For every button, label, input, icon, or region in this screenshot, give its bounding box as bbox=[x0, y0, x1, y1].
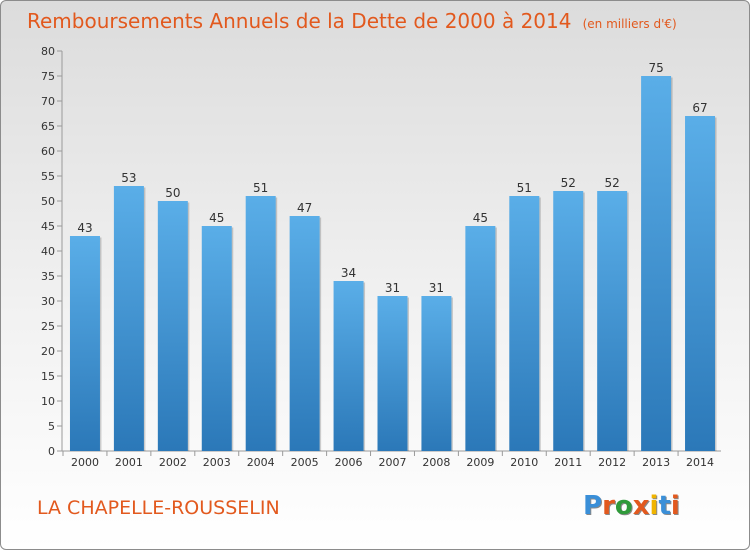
bar-value-label: 43 bbox=[77, 221, 92, 235]
chart-title-unit: (en milliers d'€) bbox=[582, 17, 677, 31]
bar-value-label: 52 bbox=[605, 176, 620, 190]
bar-value-label: 51 bbox=[517, 181, 532, 195]
x-tick-label: 2010 bbox=[510, 456, 538, 469]
x-tick-label: 2001 bbox=[115, 456, 143, 469]
y-tick-label: 0 bbox=[48, 445, 55, 458]
bar-value-label: 75 bbox=[648, 61, 663, 75]
bar-value-label: 45 bbox=[473, 211, 488, 225]
x-tick-label: 2011 bbox=[554, 456, 582, 469]
bar-value-label: 67 bbox=[692, 101, 707, 115]
y-tick-label: 5 bbox=[48, 420, 55, 433]
y-tick-label: 10 bbox=[41, 395, 55, 408]
bar bbox=[553, 191, 584, 451]
x-tick-label: 2009 bbox=[466, 456, 494, 469]
x-tick-label: 2007 bbox=[379, 456, 407, 469]
y-tick-label: 40 bbox=[41, 245, 55, 258]
logo-letter: P bbox=[583, 491, 603, 521]
logo-letter: i bbox=[649, 491, 659, 521]
chart-title-main: Remboursements Annuels de la Dette de 20… bbox=[27, 9, 572, 33]
y-tick-label: 65 bbox=[41, 120, 55, 133]
bar bbox=[69, 236, 100, 451]
y-tick-label: 60 bbox=[41, 145, 55, 158]
bars bbox=[69, 76, 717, 451]
chart-title: Remboursements Annuels de la Dette de 20… bbox=[27, 9, 677, 33]
bar-value-label: 52 bbox=[561, 176, 576, 190]
bar-value-label: 45 bbox=[209, 211, 224, 225]
x-tick-label: 2004 bbox=[247, 456, 275, 469]
x-tick-label: 2014 bbox=[686, 456, 714, 469]
bar-value-label: 53 bbox=[121, 171, 136, 185]
x-tick-label: 2012 bbox=[598, 456, 626, 469]
x-tick-label: 2005 bbox=[291, 456, 319, 469]
y-tick-label: 50 bbox=[41, 195, 55, 208]
bar bbox=[421, 296, 452, 451]
y-tick-label: 45 bbox=[41, 220, 55, 233]
logo-letter: r bbox=[602, 491, 615, 521]
proxiti-logo: Proxiti bbox=[583, 491, 680, 521]
bar bbox=[201, 226, 232, 451]
logo-letter: t bbox=[658, 491, 671, 521]
bar-value-label: 34 bbox=[341, 266, 356, 280]
y-axis: 0 5 10 15 20 25 30 35 40 45 50 55 60 65 70 75 80 bbox=[41, 45, 63, 458]
commune-name: LA CHAPELLE-ROUSSELIN bbox=[37, 497, 280, 519]
y-tick-label: 25 bbox=[41, 320, 55, 333]
x-tick-label: 2000 bbox=[71, 456, 99, 469]
bar-value-label: 50 bbox=[165, 186, 180, 200]
y-tick-label: 70 bbox=[41, 95, 55, 108]
x-tick-label: 2008 bbox=[422, 456, 450, 469]
logo-letter: o bbox=[614, 491, 633, 521]
x-axis: 2000 2001 2002 2003 2004 2005 2006 2007 2008 2009… bbox=[62, 450, 721, 469]
x-tick-label: 2002 bbox=[159, 456, 187, 469]
y-tick-label: 35 bbox=[41, 270, 55, 283]
y-tick-label: 80 bbox=[41, 45, 55, 58]
bar-value-label: 31 bbox=[385, 281, 400, 295]
x-tick-label: 2003 bbox=[203, 456, 231, 469]
bar bbox=[157, 201, 188, 451]
x-tick-label: 2006 bbox=[335, 456, 363, 469]
bar bbox=[509, 196, 540, 451]
y-tick-label: 20 bbox=[41, 345, 55, 358]
bar bbox=[685, 116, 716, 451]
y-tick-label: 55 bbox=[41, 170, 55, 183]
bar-value-label: 31 bbox=[429, 281, 444, 295]
logo-letter: x bbox=[632, 491, 650, 521]
bar bbox=[289, 216, 320, 451]
bar bbox=[245, 196, 276, 451]
bar bbox=[641, 76, 672, 451]
bar-value-labels: 43 53 50 45 51 47 34 31 31 45 51 52 52 75 67 bbox=[77, 61, 707, 295]
bar bbox=[333, 281, 364, 451]
bar bbox=[465, 226, 496, 451]
bar bbox=[113, 186, 144, 451]
y-tick-label: 30 bbox=[41, 295, 55, 308]
bar bbox=[377, 296, 408, 451]
bar-value-label: 51 bbox=[253, 181, 268, 195]
y-tick-label: 15 bbox=[41, 370, 55, 383]
logo-letter: i bbox=[670, 491, 680, 521]
x-tick-label: 2013 bbox=[642, 456, 670, 469]
bar-value-label: 47 bbox=[297, 201, 312, 215]
bar bbox=[597, 191, 628, 451]
y-tick-label: 75 bbox=[41, 70, 55, 83]
